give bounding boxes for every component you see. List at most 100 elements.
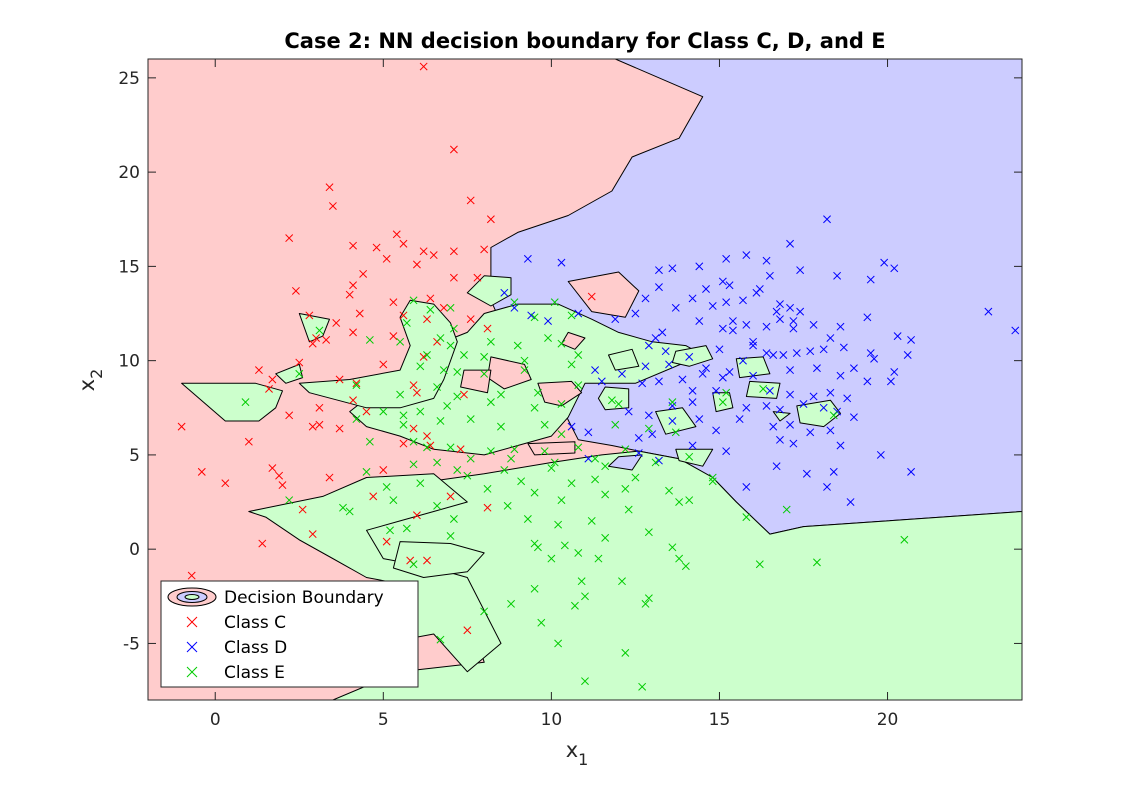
region-e-bottom: [248, 473, 502, 673]
class-c-point: [308, 530, 317, 539]
class-d-point: [849, 364, 858, 373]
class-d-point: [786, 366, 795, 375]
class-d-point: [903, 351, 912, 359]
region-e-island-d1: [608, 348, 640, 371]
class-e-point: [685, 496, 694, 505]
class-c-point: [382, 537, 391, 546]
class-e-point: [466, 454, 475, 463]
class-d-point: [890, 264, 899, 273]
class-d-point: [668, 264, 677, 273]
class-d-point: [658, 328, 667, 337]
class-c-point: [305, 311, 314, 320]
class-e-point: [345, 507, 354, 516]
class-c-point: [372, 243, 381, 252]
class-e-point: [416, 407, 425, 416]
class-d-point: [836, 371, 845, 380]
class-d-point: [688, 294, 697, 303]
class-e-point: [675, 554, 684, 563]
class-e-point: [900, 535, 909, 544]
y-tick-label: 10: [118, 352, 140, 372]
class-c-point: [335, 375, 344, 384]
class-d-point: [839, 343, 848, 352]
x-tick-label: 15: [709, 710, 731, 730]
class-c-point: [483, 503, 492, 512]
class-e-point: [386, 526, 394, 535]
class-e-point: [520, 356, 529, 365]
class-d-point: [712, 426, 721, 435]
class-e-point: [409, 460, 418, 469]
class-e-point: [497, 422, 505, 431]
y-tick-label: -5: [123, 634, 140, 654]
class-d-point: [641, 362, 650, 371]
class-d-point: [779, 351, 788, 359]
class-d-point: [762, 322, 771, 331]
class-d-point: [712, 386, 721, 395]
class-e-point: [339, 503, 347, 512]
class-e-point: [574, 548, 583, 557]
class-e-point: [708, 477, 717, 486]
class-e-point: [396, 337, 405, 346]
class-e-point: [570, 601, 579, 610]
class-d-point: [591, 366, 600, 375]
y-tick-label: 25: [118, 69, 140, 89]
class-e-point: [530, 488, 539, 497]
class-d-point: [1011, 326, 1020, 335]
class-d-point: [655, 377, 663, 386]
class-e-point: [433, 501, 442, 510]
class-e-point: [651, 458, 660, 467]
class-d-point: [752, 288, 761, 297]
class-e-point: [537, 618, 546, 627]
class-e-point: [483, 484, 492, 493]
class-c-point: [325, 183, 334, 192]
class-d-point: [725, 368, 734, 376]
class-e-point: [402, 318, 411, 327]
class-d-point: [655, 266, 663, 275]
class-d-point: [500, 288, 509, 297]
class-e-point: [614, 400, 623, 408]
class-d-point: [618, 369, 626, 378]
class-e-point: [315, 326, 324, 335]
class-e-point: [621, 445, 630, 454]
class-d-point: [651, 334, 660, 342]
class-d-point: [762, 401, 771, 410]
class-e-point: [396, 390, 405, 399]
class-d-point: [866, 349, 875, 358]
class-e-point: [533, 543, 542, 552]
class-c-point: [426, 294, 435, 303]
class-e-point: [644, 424, 653, 433]
class-e-point: [446, 532, 455, 540]
class-e-point: [409, 560, 418, 569]
class-c-point: [389, 332, 398, 341]
class-d-point: [880, 258, 889, 267]
class-e-point: [416, 362, 425, 371]
class-d-point: [776, 405, 784, 414]
class-e-point: [587, 516, 596, 525]
class-c-point: [466, 196, 475, 205]
class-c-point: [268, 464, 277, 473]
x-tick-label: 5: [378, 710, 389, 730]
class-c-point: [423, 315, 431, 324]
class-e-point: [399, 411, 408, 420]
class-e-point: [486, 337, 495, 346]
class-d-point: [718, 373, 727, 382]
class-c-point: [399, 311, 408, 320]
class-c-point: [265, 384, 273, 393]
class-e-point: [517, 477, 526, 486]
region-e-island1: [181, 382, 283, 422]
class-d-point: [544, 317, 552, 326]
class-e-point: [812, 558, 821, 567]
class-e-point: [480, 369, 489, 378]
class-c-point: [473, 273, 482, 282]
class-e-point: [544, 334, 552, 342]
class-e-point: [611, 420, 620, 429]
class-c-point: [392, 230, 401, 239]
class-e-point: [644, 528, 653, 537]
class-c-point: [439, 303, 448, 312]
class-e-point: [557, 496, 566, 505]
class-e-point: [480, 607, 489, 616]
region-c-island5: [561, 331, 586, 350]
class-e-point: [463, 471, 472, 480]
class-e-point: [567, 479, 576, 488]
class-e-point: [423, 443, 431, 452]
